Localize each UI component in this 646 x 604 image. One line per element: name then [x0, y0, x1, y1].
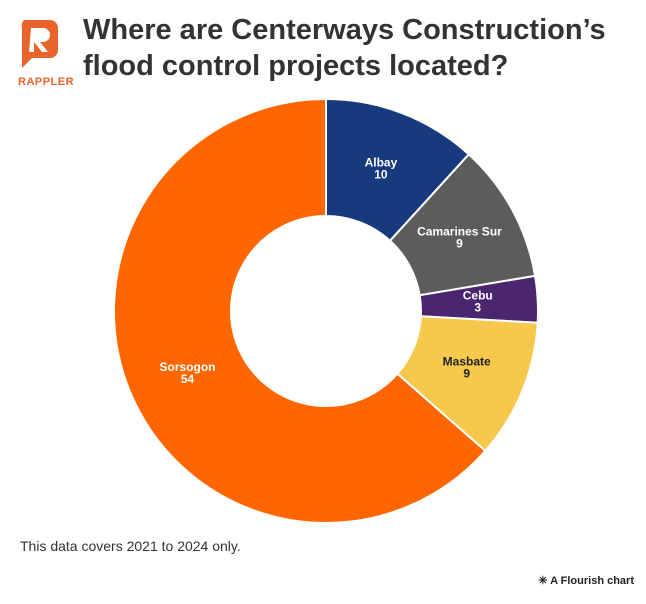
slice-value: 10 — [374, 167, 388, 181]
slice-value: 9 — [456, 236, 463, 250]
slice-value: 9 — [463, 367, 470, 381]
slice-label: Masbate — [443, 355, 491, 369]
slice-value: 3 — [474, 301, 481, 315]
slice-label: Cebu — [463, 289, 493, 303]
logo-text: RAPPLER — [18, 76, 75, 88]
slice-value: 54 — [181, 372, 195, 386]
slice-label: Camarines Sur — [417, 224, 502, 238]
slice-label: Sorsogon — [160, 360, 216, 374]
footnote: This data covers 2021 to 2024 only. — [20, 538, 241, 554]
credit-text: A Flourish chart — [550, 575, 634, 587]
logo-icon — [21, 20, 58, 68]
donut-slice — [113, 97, 487, 524]
slice-label: Albay — [365, 155, 398, 169]
credit: ✳ A Flourish chart — [538, 575, 634, 587]
chart-title: Where are Centerways Construction’s floo… — [83, 14, 606, 82]
